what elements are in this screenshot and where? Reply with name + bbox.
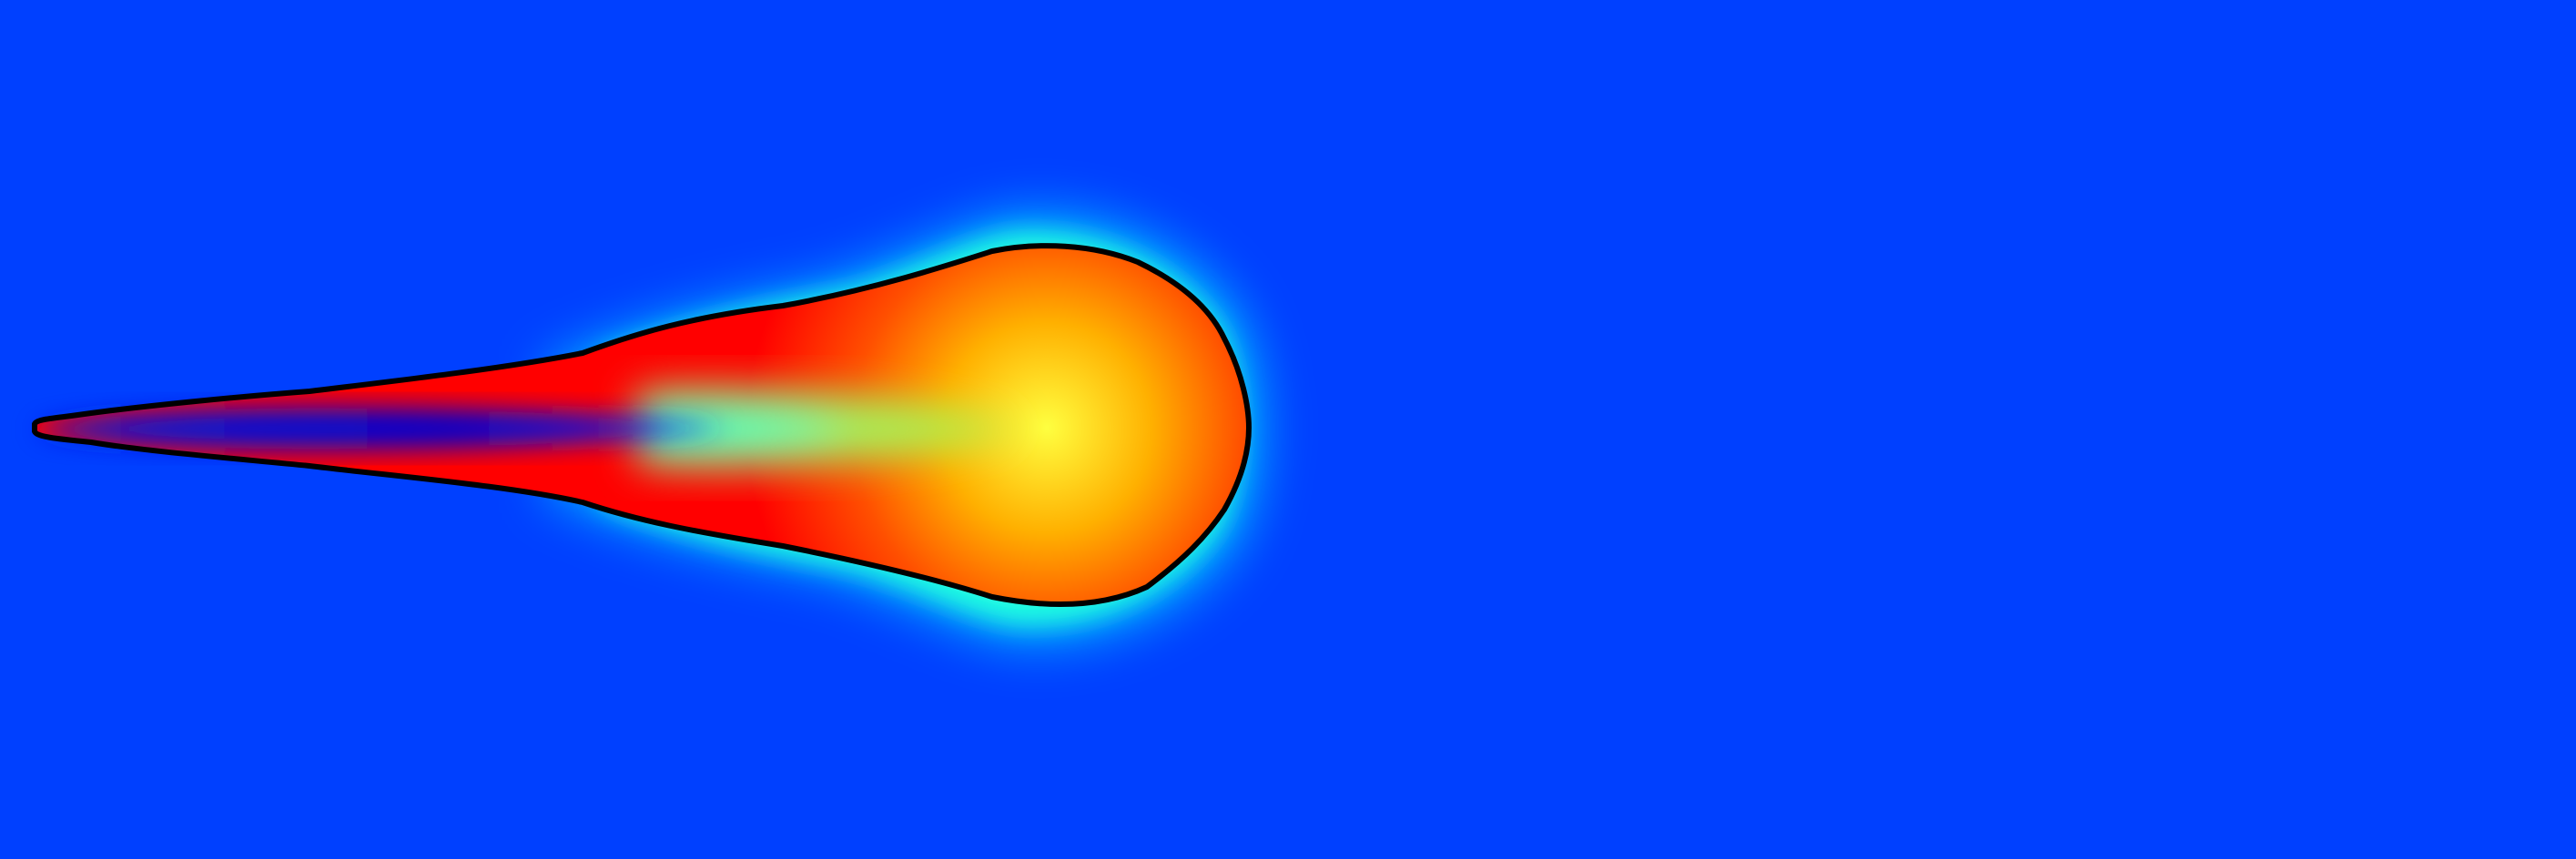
wake-core (36, 408, 728, 450)
plume-contour-line (32, 243, 1252, 607)
